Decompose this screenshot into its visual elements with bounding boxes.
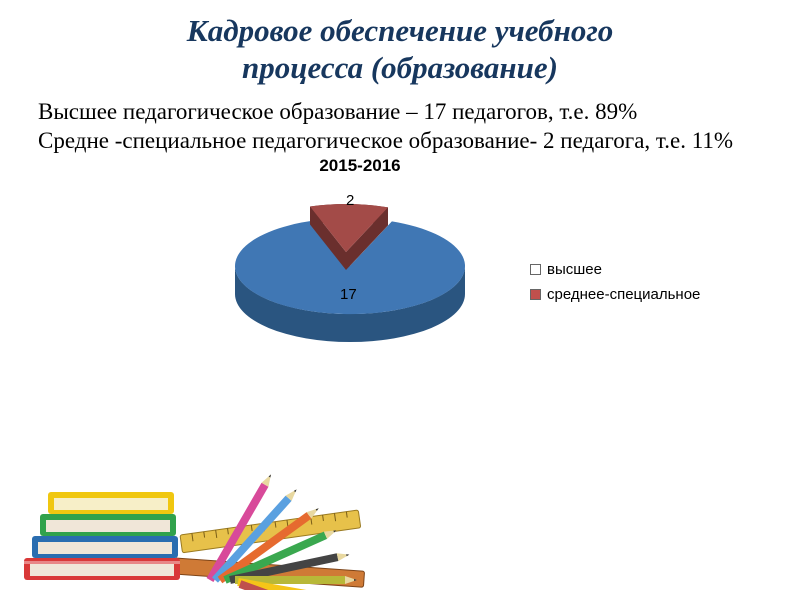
- legend-swatch: [530, 264, 541, 275]
- books-icon: [24, 492, 180, 580]
- legend-label: высшее: [547, 261, 602, 278]
- pie-chart-3d: [160, 186, 540, 366]
- title-line-2: процесса (образование): [242, 50, 558, 85]
- data-label-17: 17: [340, 286, 357, 303]
- body-line-2: Средне -специальное педагогическое образ…: [38, 127, 762, 156]
- decor-school-supplies: [10, 440, 460, 590]
- body-line-1: Высшее педагогическое образование – 17 п…: [38, 98, 762, 127]
- title-line-1: Кадровое обеспечение учебного: [187, 13, 614, 48]
- legend-swatch: [530, 289, 541, 300]
- legend-item: среднее-специальное: [530, 286, 700, 303]
- legend-label: среднее-специальное: [547, 286, 700, 303]
- page-title: Кадровое обеспечение учебного процесса (…: [0, 0, 800, 94]
- legend-item: высшее: [530, 261, 700, 278]
- chart-area: 2015-2016 17 2 высшее среднее-специально…: [0, 156, 800, 376]
- chart-legend: высшее среднее-специальное: [530, 261, 700, 311]
- chart-title: 2015-2016: [210, 156, 510, 176]
- data-label-2: 2: [346, 192, 354, 209]
- body-text: Высшее педагогическое образование – 17 п…: [0, 94, 800, 156]
